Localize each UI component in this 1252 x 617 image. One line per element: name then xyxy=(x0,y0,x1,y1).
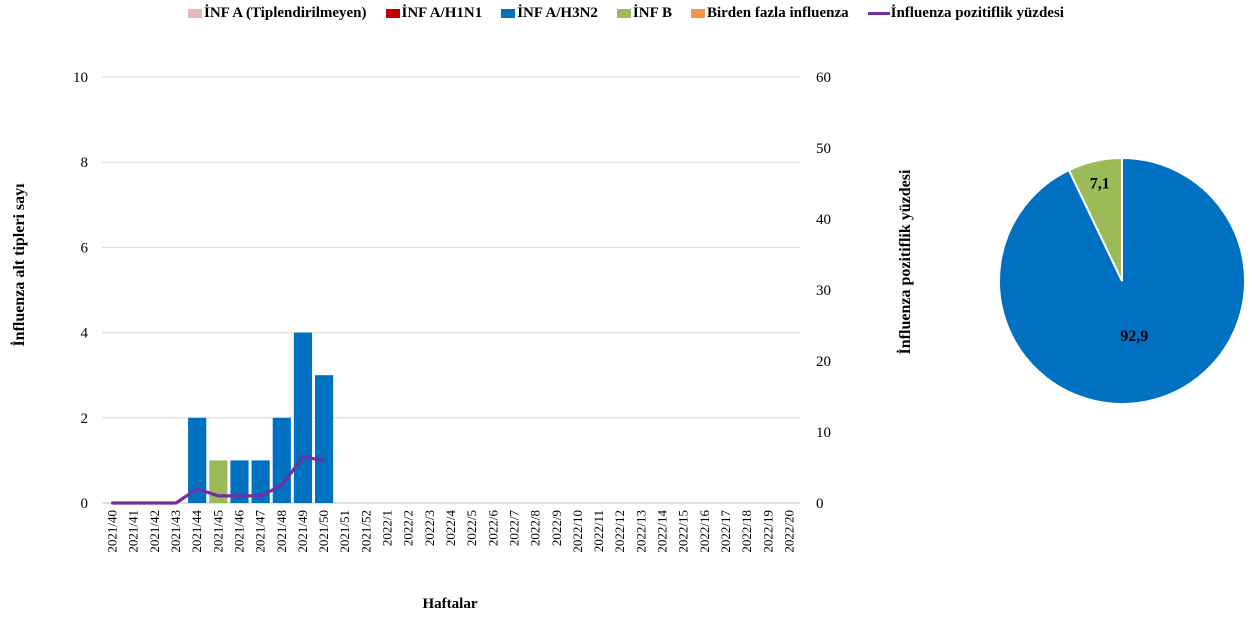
legend-label: İNF A (Tiplendirilmeyen) xyxy=(204,4,367,21)
y2-tick-label: 20 xyxy=(816,354,831,370)
x-tick-label: 2021/51 xyxy=(337,510,352,553)
x-tick-label: 2021/40 xyxy=(105,510,120,553)
x-tick-label: 2022/3 xyxy=(422,510,437,546)
x-tick-label: 2021/48 xyxy=(274,510,289,553)
y-tick-label: 6 xyxy=(81,240,89,256)
legend-swatch xyxy=(867,11,890,15)
y2-tick-label: 30 xyxy=(816,283,831,299)
y-tick-label: 0 xyxy=(81,496,89,512)
legend-item-inf-b: İNF B xyxy=(616,3,672,23)
x-tick-label: 2022/19 xyxy=(760,510,775,553)
legend-swatch xyxy=(385,8,400,18)
x-tick-label: 2022/1 xyxy=(380,510,395,546)
x-tick-label: 2022/18 xyxy=(739,510,754,553)
x-tick-label: 2022/17 xyxy=(718,510,733,553)
bar xyxy=(314,375,334,503)
legend-label: İnfluenza pozitiflik yüzdesi xyxy=(890,4,1064,21)
x-tick-label: 2022/10 xyxy=(570,510,585,553)
x-tick-label: 2021/47 xyxy=(253,510,268,553)
legend-item-inf-a-h1n1: İNF A/H1N1 xyxy=(385,3,483,23)
y-axis-title: İnfluenza alt tipleri sayı xyxy=(9,183,28,347)
x-tick-label: 2022/12 xyxy=(612,510,627,553)
legend-label: İNF A/H1N1 xyxy=(401,4,483,21)
x-tick-label: 2022/16 xyxy=(697,510,712,553)
x-tick-label: 2021/52 xyxy=(358,510,373,553)
y2-tick-label: 0 xyxy=(816,496,824,512)
x-tick-label: 2022/9 xyxy=(549,510,564,546)
x-tick-label: 2022/6 xyxy=(485,510,500,547)
x-tick-label: 2022/15 xyxy=(676,510,691,553)
legend-label: Birden fazla influenza xyxy=(706,4,849,21)
x-tick-label: 2021/45 xyxy=(210,510,225,553)
pie-data-label: 92,9 xyxy=(1120,328,1148,345)
bar xyxy=(293,332,313,503)
pie-chart: 92,9 7,1 xyxy=(998,156,1247,405)
x-tick-label: 2021/46 xyxy=(231,510,246,553)
y-tick-label: 4 xyxy=(81,326,89,342)
x-tick-label: 2022/11 xyxy=(591,510,606,552)
bar xyxy=(230,460,249,503)
pie-data-label: 7,1 xyxy=(1090,176,1110,193)
x-tick-label: 2021/42 xyxy=(147,510,162,553)
legend-swatch xyxy=(616,8,631,18)
x-tick-label: 2021/44 xyxy=(189,510,204,553)
legend-item-positivity: İnfluenza pozitiflik yüzdesi xyxy=(867,3,1064,23)
x-tick-label: 2021/50 xyxy=(316,510,331,553)
x-tick-label: 2021/43 xyxy=(168,510,183,553)
legend-item-inf-a-h3n2: İNF A/H3N2 xyxy=(501,3,598,23)
grid-lines xyxy=(102,76,800,504)
bar xyxy=(209,460,228,503)
legend-swatch xyxy=(501,8,516,18)
x-tick-label: 2021/41 xyxy=(126,510,141,553)
x-tick-label: 2022/7 xyxy=(506,510,521,547)
x-tick-label: 2022/8 xyxy=(528,510,543,546)
y2-tick-label: 40 xyxy=(816,212,831,228)
legend-label: İNF B xyxy=(632,4,672,21)
positivity-line xyxy=(111,455,326,505)
x-axis-title: Haftalar xyxy=(423,596,478,612)
x-tick-label: 2021/49 xyxy=(295,510,310,553)
legend-label: İNF A/H3N2 xyxy=(517,4,598,21)
x-tick-label: 2022/4 xyxy=(443,510,458,547)
y-tick-label: 2 xyxy=(81,411,89,427)
legend-swatch xyxy=(690,8,705,18)
x-tick-label: 2022/20 xyxy=(781,510,796,553)
bar xyxy=(188,417,207,503)
y-axis-ticks: 0 2 4 6 8 10 xyxy=(73,70,89,512)
legend-swatch xyxy=(188,8,202,18)
x-tick-label: 2022/14 xyxy=(655,510,670,553)
x-axis-ticks: 2021/40 2021/41 2021/42 2021/43 2021/44 2021/… xyxy=(105,510,797,553)
legend-item-multiple-influenza: Birden fazla influenza xyxy=(690,3,849,23)
x-tick-label: 2022/2 xyxy=(401,510,416,546)
legend-item-inf-a-untyped: İNF A (Tiplendirilmeyen) xyxy=(188,3,367,23)
y2-tick-label: 60 xyxy=(816,70,831,86)
x-tick-label: 2022/13 xyxy=(633,510,648,553)
y2-tick-label: 50 xyxy=(816,141,831,157)
x-tick-label: 2022/5 xyxy=(464,510,479,546)
positivity-line-group xyxy=(111,455,326,505)
pie-slice xyxy=(1067,156,1123,282)
y2-axis-title: İnfluenza pozitiflik yüzdesi xyxy=(895,169,914,354)
y2-tick-label: 10 xyxy=(816,425,831,441)
chart-legend: İNF A (Tiplendirilmeyen) İNF A/H1N1 İNF … xyxy=(0,3,1252,23)
y-tick-label: 8 xyxy=(81,155,89,171)
y2-axis-ticks: 0 10 20 30 40 50 60 xyxy=(816,70,831,512)
y-tick-label: 10 xyxy=(73,70,88,86)
